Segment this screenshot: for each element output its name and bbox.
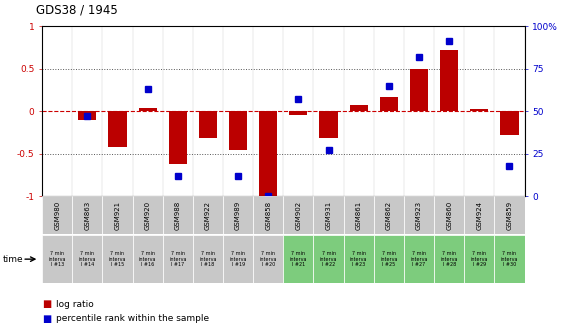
Bar	[404, 235, 434, 283]
Bar	[223, 235, 253, 283]
Text: log ratio: log ratio	[56, 300, 94, 309]
Text: 7 min
interva
l #29: 7 min interva l #29	[471, 251, 488, 267]
Text: GSM920: GSM920	[145, 200, 150, 230]
Text: 7 min
interva
l #13: 7 min interva l #13	[48, 251, 66, 267]
Text: 7 min
interva
l #19: 7 min interva l #19	[229, 251, 247, 267]
Bar	[314, 235, 343, 283]
Bar	[434, 196, 465, 234]
Text: GSM860: GSM860	[446, 200, 452, 230]
Bar	[42, 235, 72, 283]
Text: GSM861: GSM861	[356, 200, 362, 230]
Text: GSM980: GSM980	[54, 200, 60, 230]
Text: 7 min
interva
l #20: 7 min interva l #20	[260, 251, 277, 267]
Bar	[343, 235, 374, 283]
Bar	[78, 111, 96, 120]
Bar	[494, 196, 525, 234]
Bar	[314, 196, 343, 234]
Text: GDS38 / 1945: GDS38 / 1945	[36, 3, 118, 16]
Bar	[350, 105, 368, 111]
Bar	[404, 196, 434, 234]
Bar	[410, 69, 428, 111]
Bar	[132, 235, 163, 283]
Bar	[465, 235, 494, 283]
Bar	[193, 196, 223, 234]
Text: GSM989: GSM989	[235, 200, 241, 230]
Bar	[320, 111, 338, 138]
Text: 7 min
interva
l #18: 7 min interva l #18	[199, 251, 217, 267]
Text: GSM921: GSM921	[114, 200, 121, 230]
Text: ■: ■	[42, 299, 51, 309]
Text: GSM988: GSM988	[175, 200, 181, 230]
Text: 7 min
interva
l #27: 7 min interva l #27	[410, 251, 427, 267]
Bar	[223, 196, 253, 234]
Text: GSM931: GSM931	[325, 200, 332, 230]
Text: 7 min
interva
l #28: 7 min interva l #28	[440, 251, 458, 267]
Bar	[108, 111, 127, 147]
Bar	[253, 235, 283, 283]
Bar	[132, 196, 163, 234]
Bar	[283, 235, 314, 283]
Text: 7 min
interva
l #15: 7 min interva l #15	[109, 251, 126, 267]
Text: GSM922: GSM922	[205, 200, 211, 230]
Bar	[374, 196, 404, 234]
Bar	[343, 196, 374, 234]
Bar	[199, 111, 217, 138]
Text: percentile rank within the sample: percentile rank within the sample	[56, 314, 209, 323]
Text: 7 min
interva
l #22: 7 min interva l #22	[320, 251, 337, 267]
Bar	[139, 108, 157, 111]
Bar	[229, 111, 247, 150]
Bar	[163, 235, 193, 283]
Text: 7 min
interva
l #23: 7 min interva l #23	[350, 251, 367, 267]
Text: GSM862: GSM862	[386, 200, 392, 230]
Text: 7 min
interva
l #30: 7 min interva l #30	[501, 251, 518, 267]
Bar	[434, 235, 465, 283]
Text: GSM859: GSM859	[507, 200, 512, 230]
Bar	[169, 111, 187, 164]
Bar	[163, 196, 193, 234]
Text: time: time	[3, 255, 24, 264]
Bar	[259, 111, 277, 196]
Bar	[470, 110, 488, 111]
Bar	[72, 235, 102, 283]
Bar	[380, 97, 398, 111]
Text: GSM858: GSM858	[265, 200, 271, 230]
Bar	[42, 196, 72, 234]
Text: 7 min
interva
l #21: 7 min interva l #21	[289, 251, 307, 267]
Bar	[72, 196, 102, 234]
Bar	[374, 235, 404, 283]
Text: 7 min
interva
l #17: 7 min interva l #17	[169, 251, 186, 267]
Text: ■: ■	[42, 314, 51, 324]
Text: 7 min
interva
l #16: 7 min interva l #16	[139, 251, 157, 267]
Text: 7 min
interva
l #25: 7 min interva l #25	[380, 251, 398, 267]
Bar	[289, 111, 307, 114]
Bar	[500, 111, 518, 135]
Bar	[283, 196, 314, 234]
Bar	[253, 196, 283, 234]
Bar	[102, 196, 132, 234]
Bar	[193, 235, 223, 283]
Bar	[494, 235, 525, 283]
Text: GSM902: GSM902	[296, 200, 301, 230]
Bar	[102, 235, 132, 283]
Text: GSM923: GSM923	[416, 200, 422, 230]
Bar	[440, 50, 458, 111]
Text: 7 min
interva
l #14: 7 min interva l #14	[79, 251, 96, 267]
Text: GSM863: GSM863	[84, 200, 90, 230]
Bar	[465, 196, 494, 234]
Text: GSM924: GSM924	[476, 200, 482, 230]
